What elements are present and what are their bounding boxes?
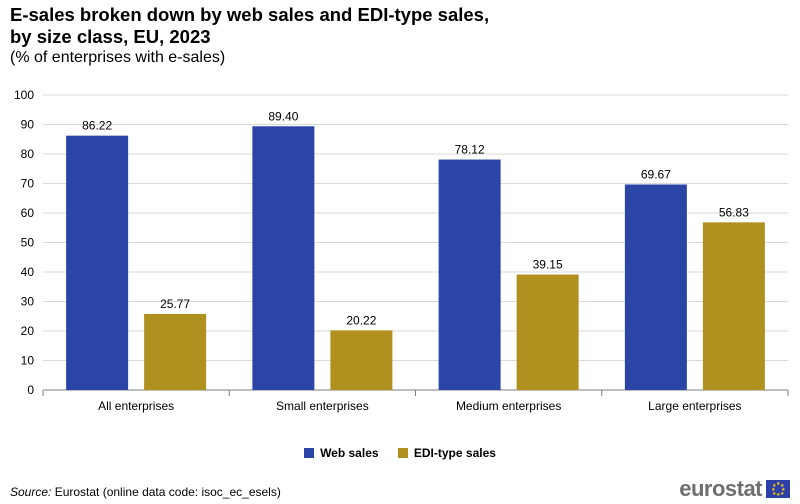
source-note: Source: Eurostat (online data code: isoc… [10, 485, 281, 499]
bar-edi [516, 274, 579, 390]
y-tick-label: 30 [21, 295, 35, 309]
y-tick-label: 70 [21, 177, 35, 191]
data-label: 25.77 [160, 297, 190, 311]
eurostat-logo: eurostat ★ ★ ★ ★ ★ ★ ★ ★ [679, 476, 790, 502]
legend-item-web: Web sales [304, 446, 379, 460]
y-tick-label: 20 [21, 324, 35, 338]
legend-label-edi: EDI-type sales [413, 446, 496, 460]
source-text: Eurostat (online data code: isoc_ec_esel… [51, 485, 281, 499]
data-label: 69.67 [641, 167, 671, 181]
y-tick-label: 40 [21, 265, 35, 279]
y-tick-label: 100 [14, 88, 34, 102]
legend-label-web: Web sales [320, 446, 379, 460]
bar-web [438, 159, 501, 390]
x-tick-label: Medium enterprises [456, 399, 561, 413]
data-label: 89.40 [268, 109, 298, 123]
bar-web [252, 126, 315, 391]
eu-flag-icon: ★ ★ ★ ★ ★ ★ ★ ★ [766, 480, 790, 498]
bar-edi [702, 222, 765, 390]
bar-web [66, 135, 129, 390]
chart-title-line1: E-sales broken down by web sales and EDI… [10, 4, 490, 25]
data-label: 56.83 [719, 205, 749, 219]
legend: Web sales EDI-type sales [0, 446, 800, 461]
data-label: 78.12 [455, 143, 485, 157]
chart-subtitle: (% of enterprises with e-sales) [10, 49, 226, 66]
y-tick-label: 60 [21, 206, 35, 220]
bar-edi [330, 330, 393, 390]
data-label: 20.22 [346, 313, 376, 327]
bar-edi [144, 313, 207, 390]
title-block: E-sales broken down by web sales and EDI… [10, 4, 489, 68]
y-tick-label: 10 [21, 354, 35, 368]
data-label: 39.15 [533, 258, 563, 272]
y-tick-label: 50 [21, 236, 35, 250]
x-tick-label: Small enterprises [276, 399, 369, 413]
y-tick-label: 90 [21, 118, 35, 132]
bar-web [624, 184, 687, 390]
bar-chart: 0 10 20 30 40 50 60 70 80 90 100 86.22 25.77 All ente… [14, 88, 789, 413]
y-tick-label: 80 [21, 147, 35, 161]
source-prefix: Source: [10, 485, 52, 499]
chart-title-line2: by size class, EU, 2023 [10, 26, 211, 47]
legend-swatch-edi [397, 448, 408, 458]
legend-item-edi: EDI-type sales [397, 446, 496, 460]
x-tick-label: All enterprises [98, 399, 174, 413]
x-tick-label: Large enterprises [648, 399, 741, 413]
legend-swatch-web [304, 448, 315, 458]
y-tick-label: 0 [27, 383, 34, 397]
data-label: 86.22 [82, 119, 112, 133]
logo-text: eurostat [679, 476, 762, 501]
